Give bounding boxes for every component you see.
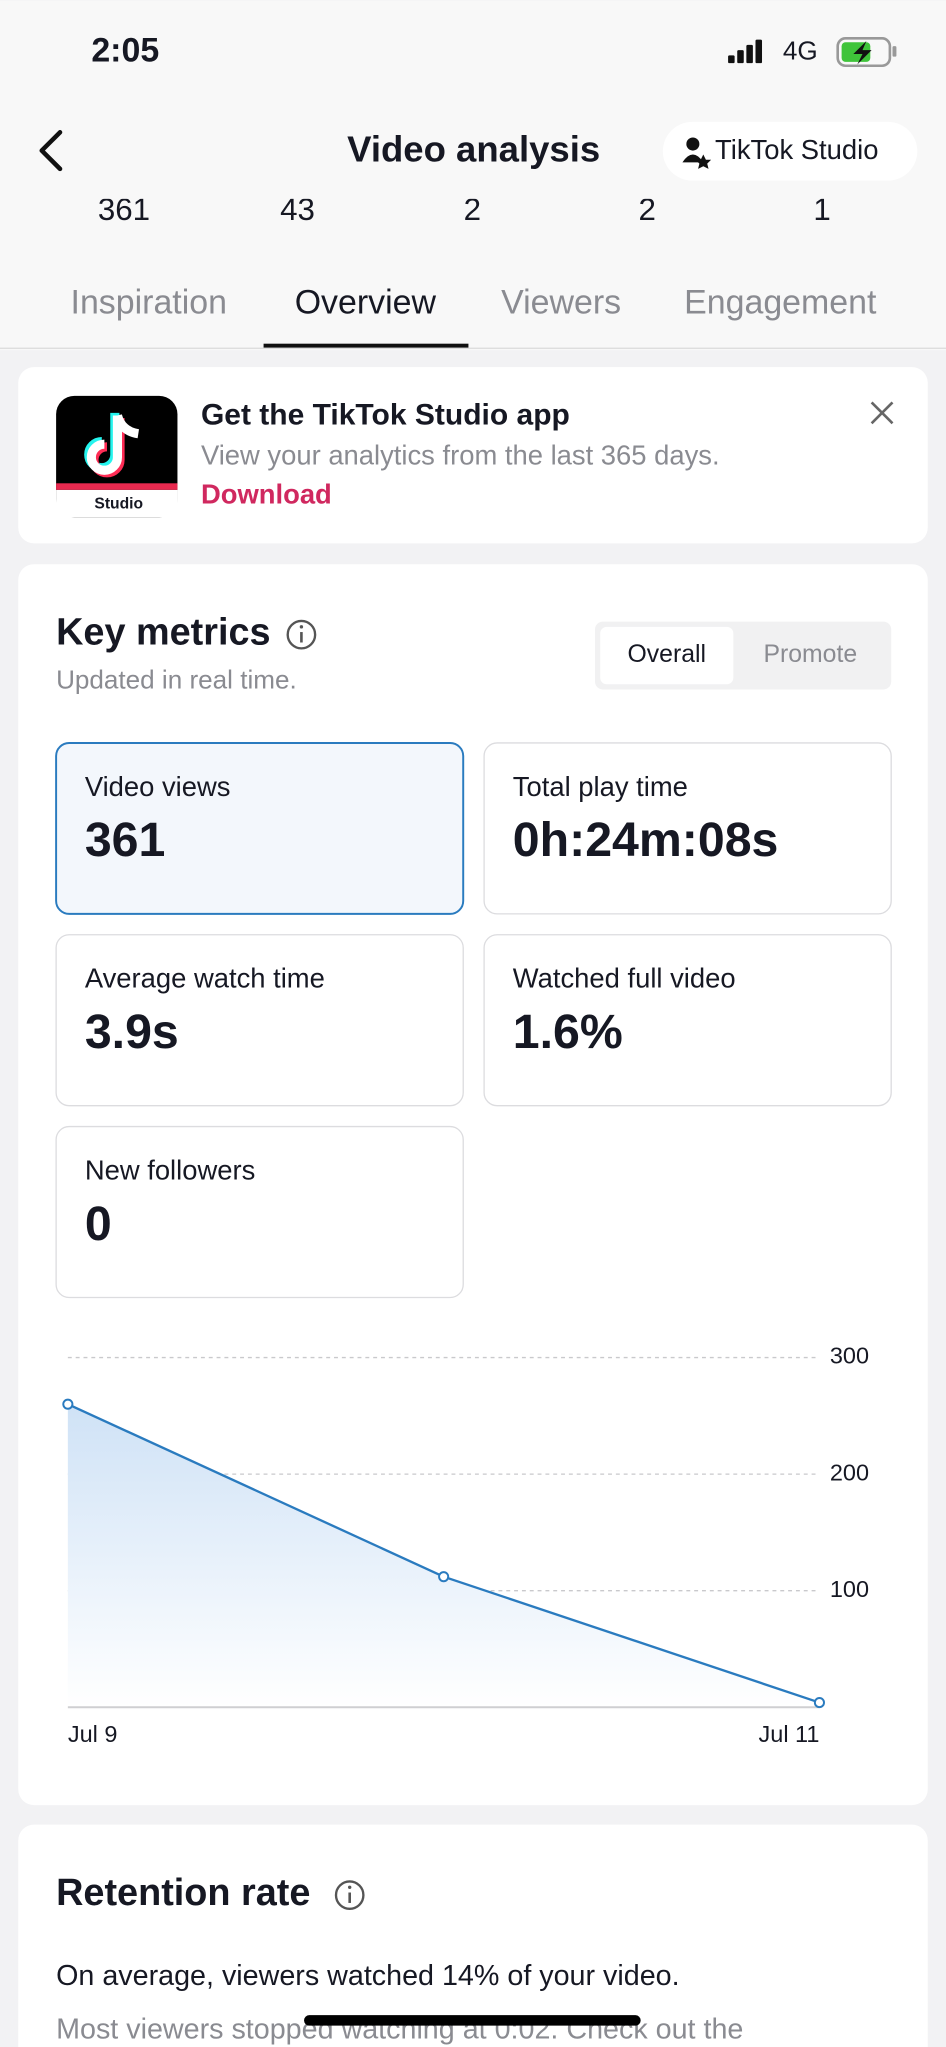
metric-card [55,741,465,915]
metric-value: 0 [85,1197,112,1251]
metric-label: Average watch time [85,963,325,994]
tab-active[interactable]: Overview [295,283,437,321]
tab[interactable]: Inspiration [71,283,227,321]
studio-button-bg[interactable] [662,121,918,181]
chart: 100 200 300 Jul 9 Jul 11 [62,1343,869,1747]
banner-card [18,367,928,544]
app-icon-label: Studio [94,495,143,512]
back-button[interactable] [39,130,63,172]
metric-label: Watched full video [513,963,736,994]
metric-value: 3.9s [85,1005,179,1059]
tabs: Inspiration Overview Viewers Engagement [71,283,877,321]
page-title: Video analysis [347,129,600,170]
info-icon[interactable] [334,1880,365,1910]
tab-divider [0,347,946,349]
metric-value: 0h:24m:08s [513,813,779,867]
y-tick-label: 300 [830,1343,869,1369]
point [62,1398,74,1410]
status-time: 2:05 [91,32,159,70]
stat: 2 [638,192,655,227]
metrics-subtitle: Updated in real time. [56,665,297,695]
metric-card [55,934,464,1107]
metric-card [483,742,892,915]
info-icon[interactable] [286,619,317,650]
stat: 1 [813,192,830,227]
status-network: 4G [783,36,818,66]
signal-icon [728,39,763,64]
retention-card [18,1824,928,2047]
tab[interactable]: Engagement [684,283,877,321]
tab[interactable]: Viewers [501,283,621,321]
x-tick-label: Jul 11 [759,1721,820,1747]
point [813,1697,825,1709]
app-icon: Studio [56,395,178,518]
metric-label: New followers [85,1154,255,1185]
y-tick-label: 100 [830,1576,869,1602]
x-tick-label: Jul 9 [68,1721,118,1747]
metric-label: Total play time [513,771,688,802]
battery-icon [836,37,897,68]
point [438,1571,450,1583]
studio-button[interactable]: TikTok Studio [662,121,918,181]
metric-label: Video views [85,771,231,802]
banner-subtitle: View your analytics from the last 365 da… [201,439,720,470]
toggle-option[interactable]: Overall [628,641,707,668]
stat: 2 [464,192,481,227]
studio-button-label[interactable]: TikTok Studio [715,134,878,165]
banner-close[interactable] [870,401,894,425]
retention-title: Retention rate [56,1872,310,1914]
toggle-option[interactable]: Promote [763,641,857,668]
metric-card [483,934,892,1107]
toggle-active-bg[interactable] [600,626,734,685]
metric-card [55,1125,464,1299]
retention-text: On average, viewers watched 14% of your … [56,1960,680,1992]
home-indicator [304,2015,641,2026]
metric-cards: Video views 361 Total play time 0h:24m:08s A… [55,741,892,1299]
metrics-title: Key metrics [56,612,270,654]
metric-value: 361 [85,813,166,867]
metric-value: 1.6% [513,1005,623,1059]
y-tick-label: 200 [830,1459,869,1485]
banner-title: Get the TikTok Studio app [201,399,570,432]
banner-link[interactable]: Download [201,479,332,510]
tab-indicator [263,343,469,348]
area [67,1404,820,1708]
